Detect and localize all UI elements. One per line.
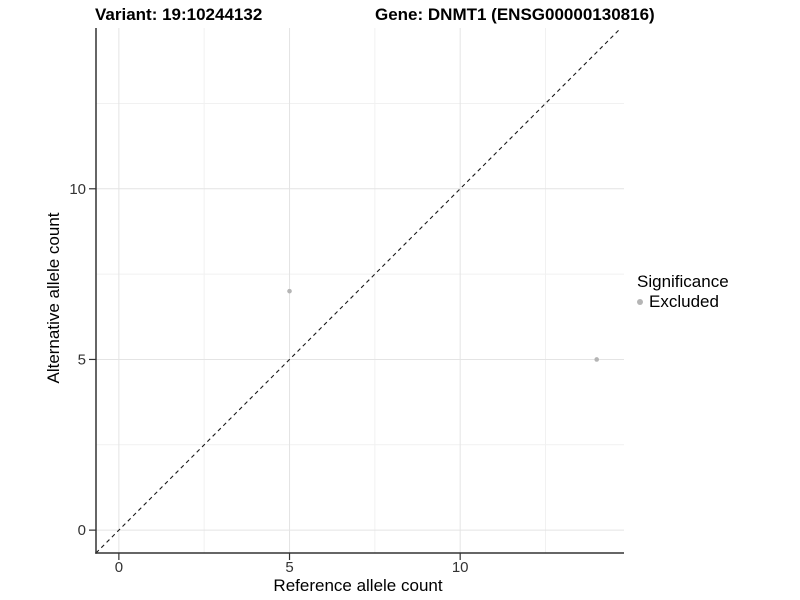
legend: Significance Excluded [637, 272, 729, 311]
legend-entries: Excluded [637, 292, 729, 311]
variant-title: Variant: 19:10244132 [95, 5, 263, 24]
legend-key-dot [637, 298, 643, 305]
legend-title: Significance [637, 272, 729, 291]
identity-line [95, 27, 622, 554]
x-tick-label: 0 [115, 559, 123, 576]
y-tick-label: 0 [78, 522, 86, 539]
y-tick-label: 5 [78, 351, 86, 368]
legend-entry: Excluded [637, 292, 729, 311]
x-tick-label: 5 [285, 559, 293, 576]
x-axis-title: Reference allele count [273, 576, 443, 595]
legend-entry-label: Excluded [649, 292, 719, 311]
data-point [287, 288, 292, 294]
y-axis-title: Alternative allele count [44, 212, 63, 384]
gene-title: Gene: DNMT1 (ENSG00000130816) [375, 5, 655, 24]
data-point [594, 357, 599, 362]
y-tick-label: 10 [69, 181, 86, 198]
x-tick-label: 10 [452, 559, 469, 576]
